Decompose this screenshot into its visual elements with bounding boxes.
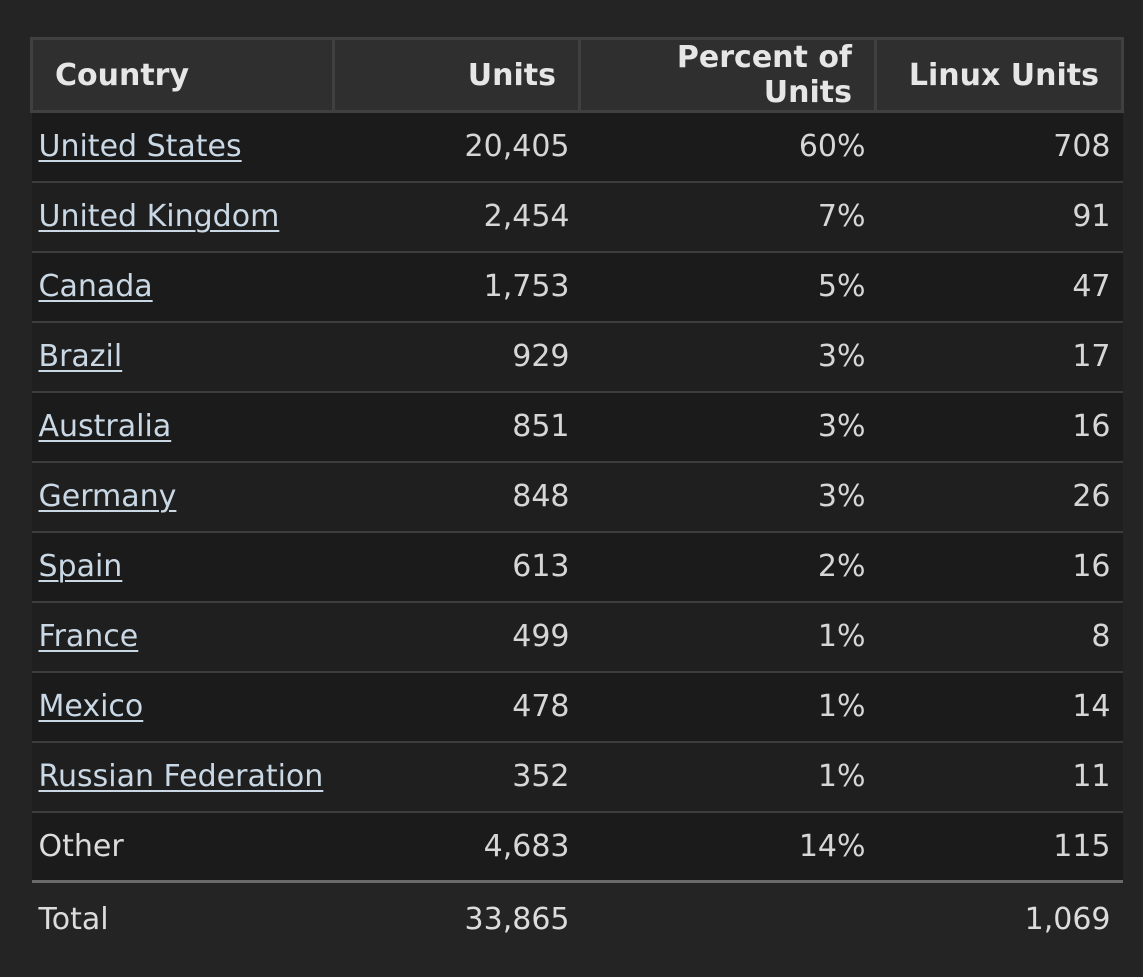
table-header-row: Country Units Percent of Units Linux Uni… (30, 37, 1124, 113)
cell-units: 20,405 (333, 111, 580, 183)
cell-linux-units: 91 (875, 181, 1123, 253)
table-row: Spain 613 2% 16 (31, 531, 1123, 603)
total-label: Total (31, 881, 334, 955)
header-percent-of-units[interactable]: Percent of Units (578, 37, 877, 113)
cell-country: Spain (31, 531, 334, 603)
cell-units: 613 (333, 531, 580, 603)
cell-country: Brazil (31, 321, 334, 393)
cell-country: Other (31, 811, 334, 883)
country-link[interactable]: France (38, 619, 139, 654)
cell-units: 1,753 (333, 251, 580, 323)
table-body: United States 20,405 60% 708 United Kingdom 2… (31, 111, 1123, 955)
cell-percent: 3% (579, 391, 876, 463)
total-units: 33,865 (333, 881, 580, 955)
header-linux-units[interactable]: Linux Units (874, 37, 1124, 113)
cell-country: France (31, 601, 334, 673)
cell-linux-units: 708 (875, 111, 1123, 183)
cell-percent: 3% (579, 461, 876, 533)
table-row: France 499 1% 8 (31, 601, 1123, 673)
sales-by-country-table-container: Country Units Percent of Units Linux Uni… (30, 37, 1124, 955)
country-link[interactable]: United Kingdom (38, 199, 280, 234)
cell-linux-units: 17 (875, 321, 1123, 393)
cell-linux-units: 16 (875, 391, 1123, 463)
total-row: Total 33,865 1,069 (31, 881, 1123, 955)
cell-country: Mexico (31, 671, 334, 743)
country-link[interactable]: Canada (38, 269, 153, 304)
table-row: Mexico 478 1% 14 (31, 671, 1123, 743)
cell-units: 4,683 (333, 811, 580, 883)
cell-linux-units: 14 (875, 671, 1123, 743)
table-row: Canada 1,753 5% 47 (31, 251, 1123, 323)
cell-linux-units: 16 (875, 531, 1123, 603)
country-link[interactable]: United States (38, 129, 242, 165)
cell-units: 848 (333, 461, 580, 533)
table-row: United States 20,405 60% 708 (31, 111, 1123, 183)
cell-percent: 7% (579, 181, 876, 253)
table-row: Germany 848 3% 26 (31, 461, 1123, 533)
table-row: United Kingdom 2,454 7% 91 (31, 181, 1123, 253)
country-link[interactable]: Spain (38, 549, 123, 584)
header-country[interactable]: Country (30, 37, 335, 113)
table-row: Russian Federation 352 1% 11 (31, 741, 1123, 813)
cell-country: Australia (31, 391, 334, 463)
total-percent (579, 881, 876, 955)
cell-percent: 60% (579, 111, 876, 183)
sales-by-country-table: Country Units Percent of Units Linux Uni… (30, 37, 1124, 955)
cell-units: 851 (333, 391, 580, 463)
country-link[interactable]: Brazil (38, 339, 123, 374)
country-link[interactable]: Russian Federation (38, 759, 324, 794)
cell-country: United States (31, 111, 334, 183)
cell-percent: 14% (579, 811, 876, 883)
table-row: Brazil 929 3% 17 (31, 321, 1123, 393)
cell-linux-units: 11 (875, 741, 1123, 813)
country-label: Other (38, 828, 124, 864)
country-link[interactable]: Germany (38, 479, 177, 514)
cell-country: Russian Federation (31, 741, 334, 813)
country-link[interactable]: Mexico (38, 689, 144, 724)
cell-country: Canada (31, 251, 334, 323)
table-row: Other 4,683 14% 115 (31, 811, 1123, 883)
cell-percent: 1% (579, 741, 876, 813)
cell-units: 2,454 (333, 181, 580, 253)
cell-country: United Kingdom (31, 181, 334, 253)
country-link[interactable]: Australia (38, 409, 172, 444)
cell-linux-units: 115 (875, 811, 1123, 883)
cell-units: 499 (333, 601, 580, 673)
cell-percent: 1% (579, 601, 876, 673)
cell-linux-units: 47 (875, 251, 1123, 323)
cell-percent: 5% (579, 251, 876, 323)
header-units[interactable]: Units (332, 37, 581, 113)
cell-country: Germany (31, 461, 334, 533)
cell-units: 352 (333, 741, 580, 813)
cell-units: 929 (333, 321, 580, 393)
table-row: Australia 851 3% 16 (31, 391, 1123, 463)
cell-percent: 1% (579, 671, 876, 743)
cell-linux-units: 8 (875, 601, 1123, 673)
total-linux-units: 1,069 (875, 881, 1123, 955)
cell-linux-units: 26 (875, 461, 1123, 533)
cell-percent: 3% (579, 321, 876, 393)
cell-percent: 2% (579, 531, 876, 603)
cell-units: 478 (333, 671, 580, 743)
